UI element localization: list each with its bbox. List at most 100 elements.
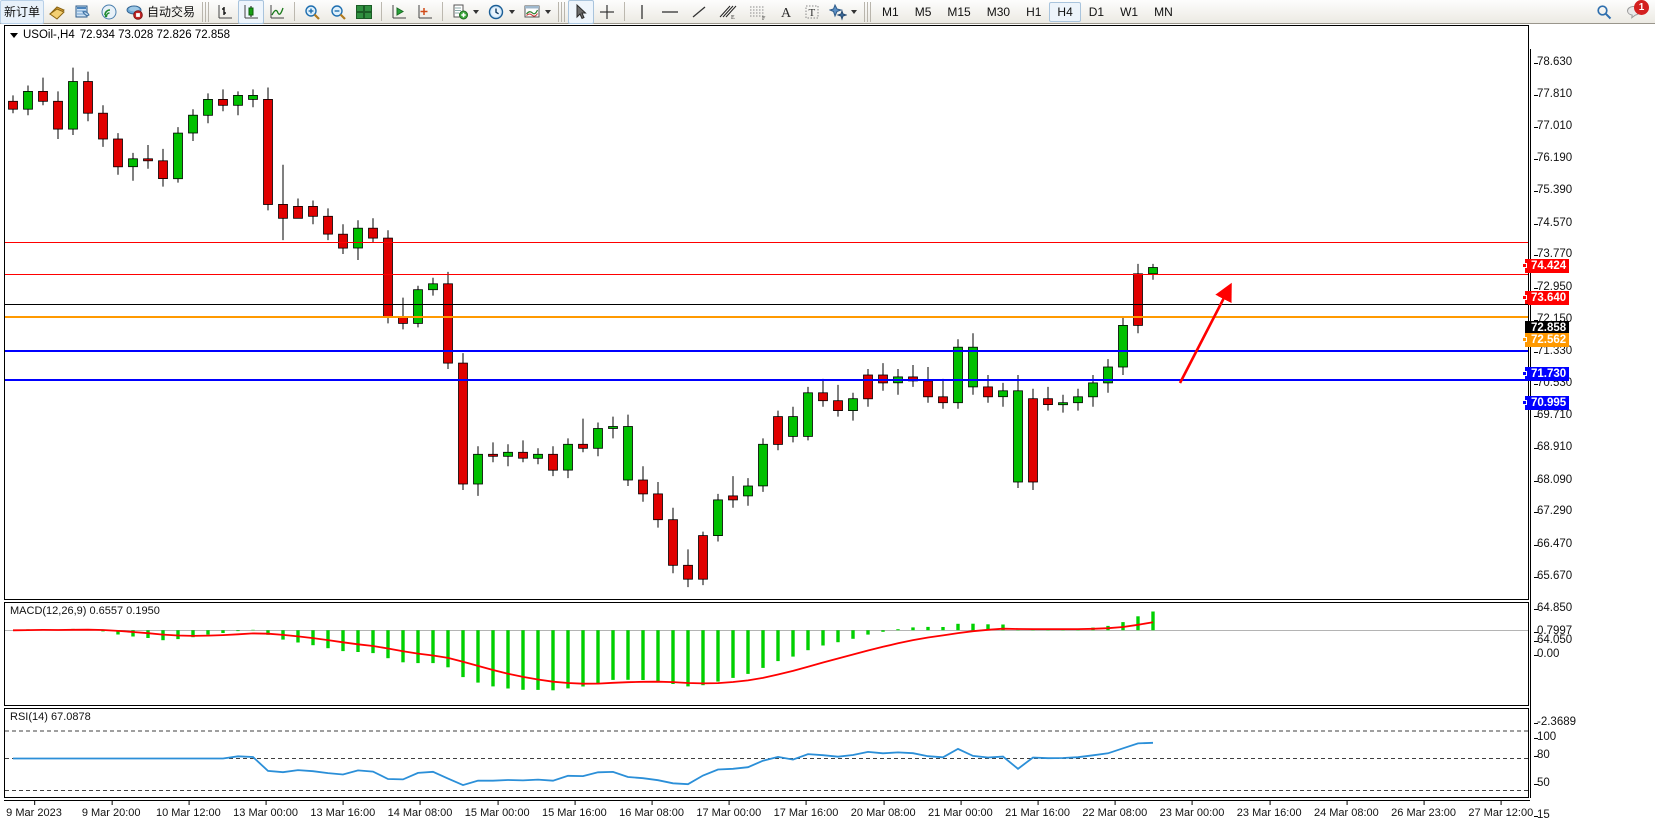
- last-price-line: [5, 304, 1528, 305]
- timeframe-m30[interactable]: M30: [986, 4, 1011, 19]
- periods-icon[interactable]: [483, 0, 519, 24]
- time-tick: 17 Mar 16:00: [773, 801, 839, 819]
- chevron-down-icon[interactable]: [545, 9, 552, 14]
- rsi-label: RSI(14) 67.0878: [10, 711, 91, 723]
- time-axis[interactable]: 9 Mar 2023 9 Mar 20:00 10 Mar 12:00 13 Mar …: [4, 800, 1533, 828]
- vline-icon[interactable]: [629, 0, 655, 24]
- time-tick: 21 Mar 16:00: [1005, 801, 1071, 819]
- resistance-label-74424[interactable]: 74.424: [1525, 259, 1570, 273]
- auto-trading-button[interactable]: 自动交易: [122, 0, 199, 24]
- crosshair-icon[interactable]: [594, 0, 620, 24]
- price-tick: 76.190: [1533, 152, 1573, 165]
- macd-tick: -2.3689: [1533, 716, 1577, 729]
- toolbar-separator: [624, 2, 626, 21]
- time-tick: 21 Mar 00:00: [927, 801, 993, 819]
- main-toolbar: 新订单 自动交易: [0, 0, 1655, 24]
- price-tick: 64.050: [1533, 633, 1573, 646]
- auto-scroll-icon[interactable]: [412, 0, 438, 24]
- chevron-down-icon[interactable]: [509, 9, 516, 14]
- tile-windows-icon[interactable]: [351, 0, 377, 24]
- text-icon[interactable]: A: [773, 0, 799, 24]
- market-watch-icon[interactable]: [70, 0, 96, 24]
- timeframe-h4[interactable]: H4: [1049, 1, 1081, 22]
- time-tick: 24 Mar 08:00: [1313, 801, 1379, 819]
- time-tick: 23 Mar 00:00: [1159, 801, 1225, 819]
- price-tick: 71.330: [1533, 345, 1573, 358]
- toolbar-grip[interactable]: [202, 1, 210, 22]
- price-tick: 74.570: [1533, 216, 1573, 229]
- candlestick-icon[interactable]: [238, 0, 265, 24]
- pivot-label-72562[interactable]: 72.562: [1525, 333, 1570, 347]
- price-tick: 67.290: [1533, 505, 1573, 518]
- collapse-triangle-icon[interactable]: [10, 32, 18, 38]
- text-label-icon[interactable]: T: [799, 0, 825, 24]
- level-handle[interactable]: [1522, 337, 1527, 342]
- trendline-icon[interactable]: [685, 0, 713, 24]
- hline-icon[interactable]: [655, 0, 685, 24]
- toolbar-grip[interactable]: [558, 1, 566, 22]
- timeframe-mn[interactable]: MN: [1154, 4, 1173, 19]
- chevron-down-icon[interactable]: [473, 9, 480, 14]
- equidistant-channel-icon[interactable]: E: [713, 0, 743, 24]
- toolbar-separator: [442, 2, 444, 21]
- timeframe-h1[interactable]: H1: [1026, 4, 1042, 19]
- level-handle[interactable]: [1522, 263, 1527, 268]
- macd-panel[interactable]: MACD(12,26,9) 0.6557 0.1950: [4, 602, 1529, 706]
- price-chart-panel[interactable]: USOil-,H4 72.934 73.028 72.826 72.858: [4, 25, 1529, 600]
- timeframe-d1[interactable]: D1: [1088, 4, 1105, 19]
- symbol-label: USOil-,H4: [23, 29, 75, 41]
- candlestick-series: [8, 67, 1158, 588]
- toolbar-separator: [381, 2, 383, 21]
- resistance-label-73640[interactable]: 73.640: [1525, 291, 1570, 305]
- level-handle[interactable]: [1522, 295, 1527, 300]
- time-tick: 10 Mar 12:00: [155, 801, 221, 819]
- pivot-line-72562[interactable]: [5, 316, 1528, 318]
- macd-tick: 0.7997: [1533, 625, 1573, 638]
- level-handle[interactable]: [1522, 400, 1527, 405]
- shift-end-icon[interactable]: [386, 0, 412, 24]
- time-tick: 13 Mar 00:00: [233, 801, 299, 819]
- support-line-70995[interactable]: [5, 379, 1528, 381]
- time-tick: 15 Mar 16:00: [541, 801, 607, 819]
- last-price-label[interactable]: 72.858: [1525, 321, 1570, 335]
- cursor-icon[interactable]: [568, 0, 595, 24]
- search-icon[interactable]: [1591, 0, 1617, 24]
- templates-icon[interactable]: [519, 0, 555, 24]
- bar-chart-icon[interactable]: [212, 0, 238, 24]
- support-label-70995[interactable]: 70.995: [1525, 396, 1570, 410]
- toolbar-separator: [294, 2, 296, 21]
- toolbar-grip[interactable]: [864, 1, 872, 22]
- notifications-button[interactable]: 1: [1621, 0, 1649, 24]
- timeframe-w1[interactable]: W1: [1120, 4, 1139, 19]
- chart-area[interactable]: USOil-,H4 72.934 73.028 72.826 72.858 MA…: [0, 24, 1655, 828]
- indicators-icon[interactable]: [447, 0, 483, 24]
- charts-icon[interactable]: [44, 0, 70, 24]
- signals-icon[interactable]: [96, 0, 122, 24]
- timeframe-m5[interactable]: M5: [914, 4, 932, 19]
- new-order-label: 新订单: [4, 5, 41, 19]
- price-axis[interactable]: 78.630 77.810 77.010 76.190 75.390 74.570 73.7…: [1522, 49, 1655, 821]
- support-line-71730[interactable]: [5, 350, 1528, 352]
- zoom-out-icon[interactable]: [325, 0, 351, 24]
- svg-text:F: F: [762, 16, 766, 21]
- chevron-down-icon[interactable]: [851, 9, 858, 14]
- price-tick: 78.630: [1533, 55, 1573, 68]
- svg-text:E: E: [731, 15, 735, 21]
- timeframe-m1[interactable]: M1: [882, 4, 899, 19]
- resistance-line-74424[interactable]: [5, 242, 1528, 243]
- price-tick: 75.390: [1533, 184, 1573, 197]
- support-label-71730[interactable]: 71.730: [1525, 367, 1570, 381]
- rsi-panel[interactable]: RSI(14) 67.0878: [4, 708, 1529, 798]
- line-chart-icon[interactable]: [264, 0, 290, 24]
- time-tick: 17 Mar 00:00: [696, 801, 762, 819]
- level-handle[interactable]: [1522, 371, 1527, 376]
- timeframe-m15[interactable]: M15: [947, 4, 971, 19]
- objects-icon[interactable]: [825, 0, 861, 24]
- time-tick: 9 Mar 2023: [6, 801, 62, 819]
- new-order-button[interactable]: 新订单: [0, 0, 45, 24]
- rsi-tick: 80: [1534, 749, 1550, 761]
- resistance-line-73640[interactable]: [5, 274, 1528, 275]
- fibonacci-icon[interactable]: F: [743, 0, 773, 24]
- zoom-in-icon[interactable]: [299, 0, 325, 24]
- time-tick: 22 Mar 08:00: [1082, 801, 1148, 819]
